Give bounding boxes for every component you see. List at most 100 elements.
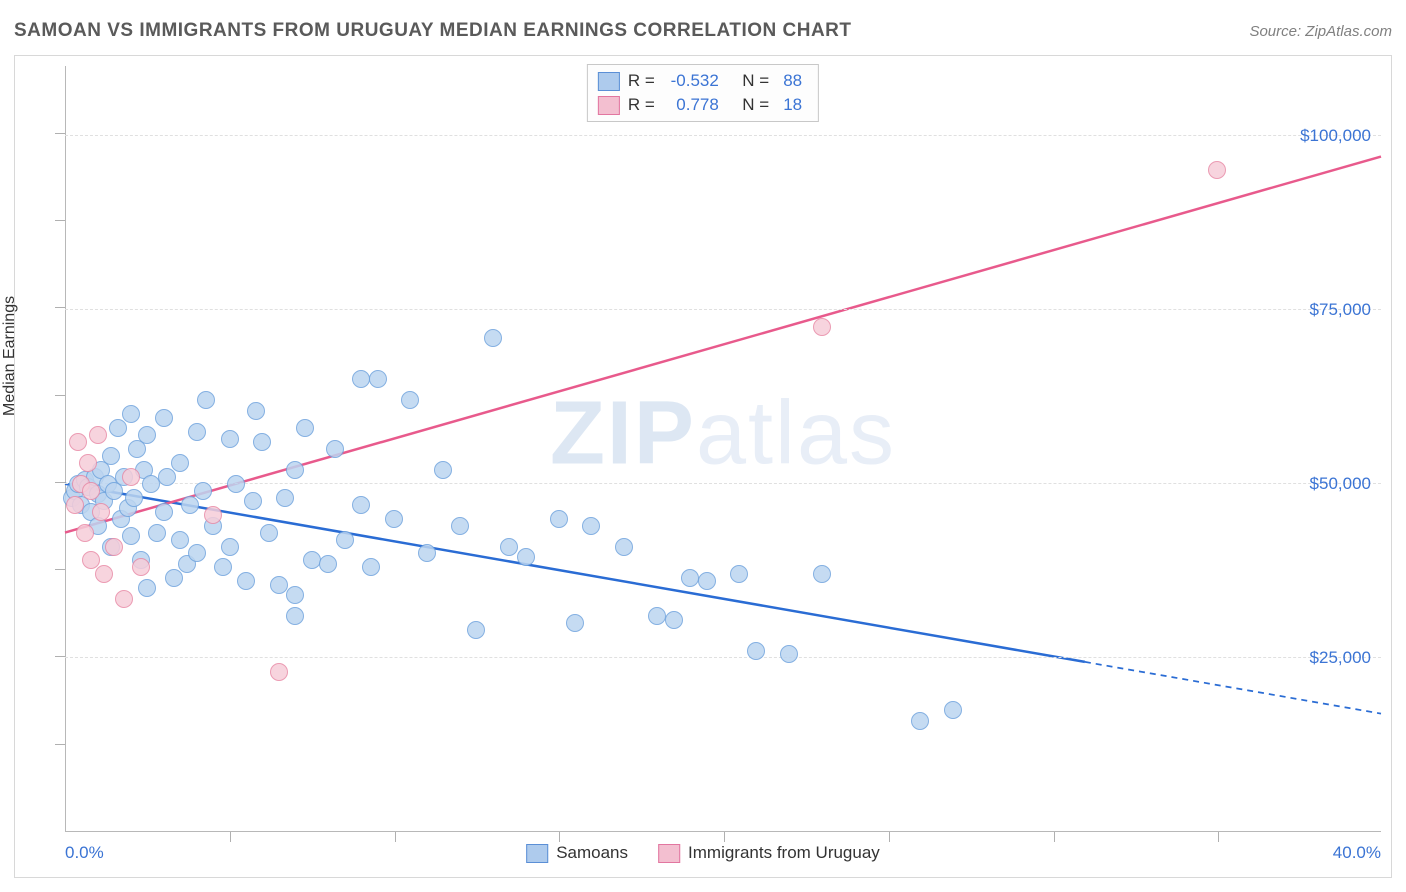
- data-point: [92, 503, 110, 521]
- data-point: [79, 454, 97, 472]
- data-point: [681, 569, 699, 587]
- legend-r-label: R =: [628, 95, 655, 115]
- legend-swatch: [598, 72, 620, 91]
- y-axis-label: Median Earnings: [1, 295, 19, 415]
- data-point: [566, 614, 584, 632]
- data-point: [105, 538, 123, 556]
- y-tick: [55, 569, 65, 570]
- y-tick: [55, 656, 65, 657]
- y-tick-label: $100,000: [1300, 126, 1371, 146]
- data-point: [138, 579, 156, 597]
- data-point: [615, 538, 633, 556]
- legend-n-value: 18: [777, 95, 808, 115]
- data-point: [142, 475, 160, 493]
- x-axis-max-label: 40.0%: [1333, 843, 1381, 863]
- legend-n-label: N =: [733, 71, 769, 91]
- data-point: [221, 430, 239, 448]
- gridline: [65, 135, 1381, 136]
- data-point: [214, 558, 232, 576]
- data-point: [76, 524, 94, 542]
- source-attribution: Source: ZipAtlas.com: [1249, 23, 1392, 40]
- x-tick: [1218, 832, 1219, 842]
- chart-title: SAMOAN VS IMMIGRANTS FROM URUGUAY MEDIAN…: [14, 20, 852, 42]
- chart-container: Median Earnings ZIPatlas $25,000$50,000$…: [14, 55, 1392, 878]
- x-axis-min-label: 0.0%: [65, 843, 104, 863]
- data-point: [286, 461, 304, 479]
- data-point: [747, 642, 765, 660]
- legend-swatch: [526, 844, 548, 863]
- data-point: [95, 565, 113, 583]
- data-point: [451, 517, 469, 535]
- legend-swatch: [658, 844, 680, 863]
- data-point: [730, 565, 748, 583]
- data-point: [132, 558, 150, 576]
- data-point: [188, 544, 206, 562]
- data-point: [484, 329, 502, 347]
- legend-n-value: 88: [777, 71, 808, 91]
- correlation-legend-row: R = 0.778 N = 18: [598, 93, 808, 117]
- data-point: [181, 496, 199, 514]
- series-legend-item: Samoans: [526, 843, 628, 863]
- data-point: [138, 426, 156, 444]
- data-point: [158, 468, 176, 486]
- data-point: [122, 405, 140, 423]
- gridline: [65, 483, 1381, 484]
- data-point: [286, 586, 304, 604]
- legend-r-label: R =: [628, 71, 655, 91]
- gridline: [65, 657, 1381, 658]
- data-point: [188, 423, 206, 441]
- data-point: [171, 454, 189, 472]
- data-point: [109, 419, 127, 437]
- y-tick: [55, 220, 65, 221]
- data-point: [155, 503, 173, 521]
- y-tick-label: $25,000: [1310, 648, 1371, 668]
- x-tick: [724, 832, 725, 842]
- data-point: [66, 496, 84, 514]
- y-tick: [55, 744, 65, 745]
- data-point: [467, 621, 485, 639]
- data-point: [115, 590, 133, 608]
- data-point: [148, 524, 166, 542]
- legend-n-label: N =: [733, 95, 769, 115]
- x-tick: [395, 832, 396, 842]
- data-point: [227, 475, 245, 493]
- data-point: [253, 433, 271, 451]
- data-point: [326, 440, 344, 458]
- data-point: [165, 569, 183, 587]
- data-point: [1208, 161, 1226, 179]
- data-point: [125, 489, 143, 507]
- data-point: [276, 489, 294, 507]
- legend-r-value: -0.532: [663, 71, 725, 91]
- data-point: [122, 527, 140, 545]
- data-point: [352, 370, 370, 388]
- y-tick-label: $50,000: [1310, 474, 1371, 494]
- data-point: [665, 611, 683, 629]
- series-legend-label: Samoans: [556, 843, 628, 863]
- data-point: [698, 572, 716, 590]
- data-point: [204, 506, 222, 524]
- correlation-legend-row: R = -0.532 N = 88: [598, 69, 808, 93]
- data-point: [813, 318, 831, 336]
- data-point: [336, 531, 354, 549]
- data-point: [221, 538, 239, 556]
- series-legend-label: Immigrants from Uruguay: [688, 843, 880, 863]
- data-point: [319, 555, 337, 573]
- x-tick: [889, 832, 890, 842]
- correlation-legend: R = -0.532 N = 88 R = 0.778 N = 18: [587, 64, 819, 122]
- data-point: [648, 607, 666, 625]
- y-tick: [55, 395, 65, 396]
- data-point: [517, 548, 535, 566]
- x-tick: [1054, 832, 1055, 842]
- y-tick: [55, 133, 65, 134]
- data-point: [102, 447, 120, 465]
- legend-r-value: 0.778: [663, 95, 725, 115]
- trend-line-extrapolated: [1085, 662, 1381, 714]
- series-legend: Samoans Immigrants from Uruguay: [526, 843, 880, 863]
- data-point: [500, 538, 518, 556]
- data-point: [260, 524, 278, 542]
- data-point: [237, 572, 255, 590]
- data-point: [418, 544, 436, 562]
- y-tick: [55, 307, 65, 308]
- data-point: [434, 461, 452, 479]
- data-point: [550, 510, 568, 528]
